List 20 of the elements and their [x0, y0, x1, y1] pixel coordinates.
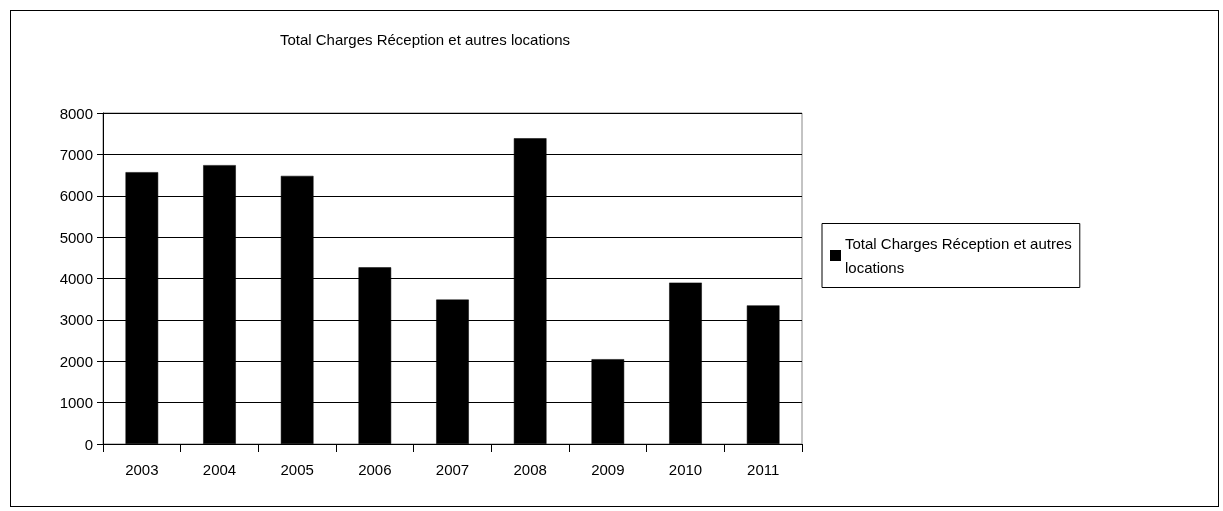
y-tick-label: 0: [84, 435, 93, 453]
x-tick-label: 2011: [747, 461, 780, 478]
legend-label: Total Charges Réception et autres locations: [845, 235, 1072, 276]
x-tick-label: 2009: [591, 461, 625, 478]
x-tick-label: 2004: [202, 461, 237, 478]
x-tick-label: 2007: [435, 461, 470, 478]
chart-title: Total Charges Réception et autres locations: [279, 31, 571, 48]
y-tick-label: 3000: [59, 311, 93, 329]
y-tick-label: 6000: [59, 187, 93, 205]
x-tick-label: 2006: [358, 461, 392, 478]
y-tick-label: 8000: [59, 104, 93, 122]
y-tick-label: 1000: [59, 394, 93, 412]
y-tick-label: 4000: [59, 270, 93, 287]
y-tick-label: 2000: [59, 352, 93, 370]
y-tick-label: 5000: [59, 228, 93, 246]
x-tick-label: 2003: [125, 461, 159, 478]
x-tick-label: 2010: [668, 461, 703, 478]
x-tick-label: 2008: [513, 461, 547, 478]
x-tick-label: 2005: [280, 461, 314, 478]
y-tick-label: 7000: [59, 145, 93, 163]
